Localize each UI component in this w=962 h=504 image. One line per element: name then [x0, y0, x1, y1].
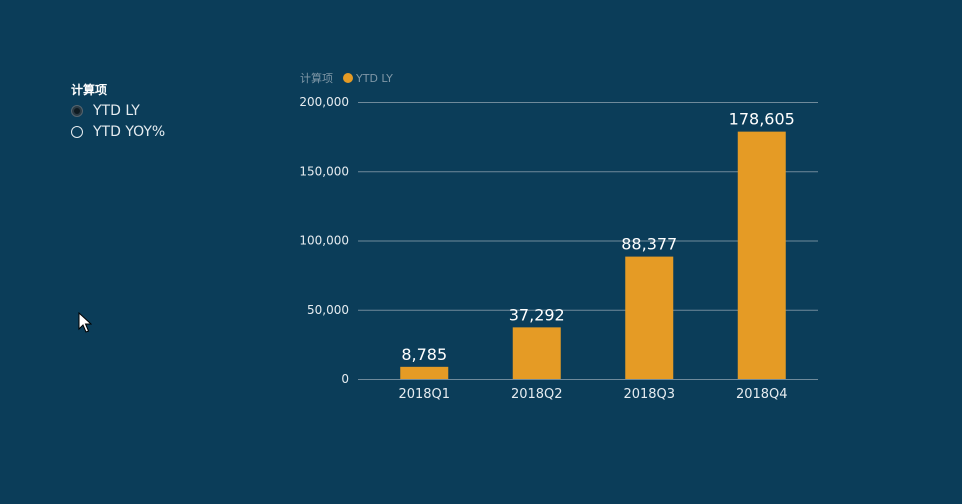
slicer-title: 计算项 [71, 83, 108, 97]
y-tick-label: 150,000 [299, 164, 349, 178]
x-tick-label: 2018Q3 [623, 387, 675, 402]
y-tick-label: 0 [341, 372, 349, 386]
legend-item-label[interactable]: YTD LY [355, 72, 393, 85]
x-tick-label: 2018Q1 [398, 387, 450, 402]
data-label: 88,377 [621, 235, 677, 254]
bar-2018q4[interactable] [737, 131, 786, 379]
bar-2018q2[interactable] [512, 327, 561, 379]
bar-2018q3[interactable] [625, 256, 674, 379]
slicer-option-ytd-yoy[interactable]: YTD YOY% [71, 121, 251, 142]
slicer-option-label: YTD YOY% [93, 123, 166, 140]
legend-title: 计算项 [300, 71, 333, 85]
chart-legend: 计算项 YTD LY [300, 71, 393, 85]
legend-marker-icon [343, 73, 353, 83]
bar-2018q1[interactable] [400, 366, 449, 379]
y-tick-label: 50,000 [307, 303, 349, 317]
data-label: 37,292 [509, 305, 565, 324]
y-tick-label: 200,000 [299, 95, 349, 109]
slicer-option-label: YTD LY [93, 102, 140, 119]
calculation-slicer: 计算项 YTD LY YTD YOY% [71, 81, 251, 142]
data-label: 8,785 [401, 345, 447, 364]
mouse-pointer-icon [78, 312, 92, 333]
data-label: 178,605 [729, 110, 795, 129]
x-tick-label: 2018Q4 [736, 387, 788, 402]
x-tick-label: 2018Q2 [511, 387, 563, 402]
radio-unchecked-icon[interactable] [71, 125, 83, 138]
radio-checked-icon[interactable] [71, 104, 83, 117]
slicer-option-ytd-ly[interactable]: YTD LY [71, 100, 251, 121]
y-tick-label: 100,000 [299, 234, 349, 248]
